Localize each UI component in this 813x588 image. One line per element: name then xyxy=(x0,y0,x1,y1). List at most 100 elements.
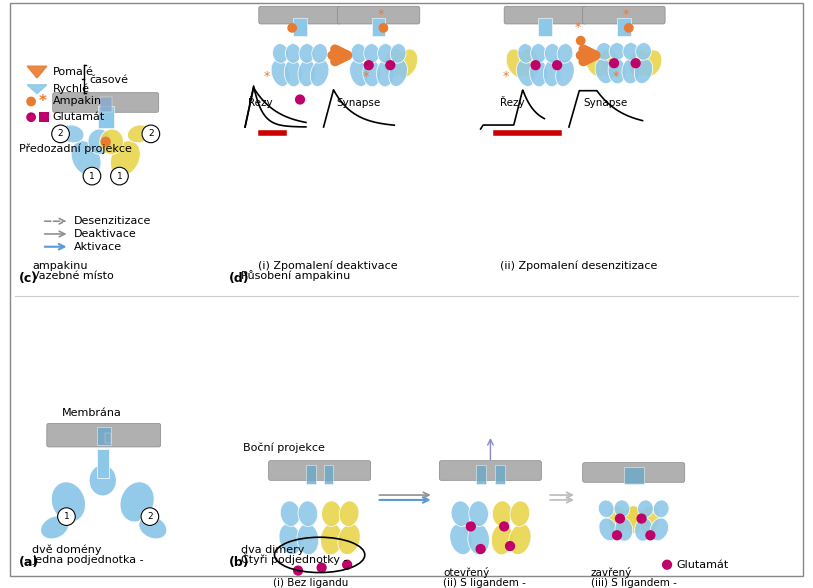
Ellipse shape xyxy=(654,500,669,517)
Ellipse shape xyxy=(128,125,150,143)
Text: 2: 2 xyxy=(147,512,153,521)
FancyBboxPatch shape xyxy=(337,6,420,24)
Bar xyxy=(97,427,111,445)
Circle shape xyxy=(646,531,654,540)
Ellipse shape xyxy=(51,482,85,522)
Ellipse shape xyxy=(298,59,315,87)
Ellipse shape xyxy=(311,59,329,86)
Circle shape xyxy=(142,125,159,143)
Ellipse shape xyxy=(322,501,341,526)
Ellipse shape xyxy=(139,516,167,539)
Ellipse shape xyxy=(61,125,84,143)
Ellipse shape xyxy=(451,501,471,526)
FancyBboxPatch shape xyxy=(268,460,371,480)
Text: Rychlé: Rychlé xyxy=(53,83,89,94)
Polygon shape xyxy=(27,66,47,78)
Ellipse shape xyxy=(469,501,489,526)
Circle shape xyxy=(141,508,159,526)
Circle shape xyxy=(111,167,128,185)
Circle shape xyxy=(610,59,619,68)
Circle shape xyxy=(380,24,388,32)
Ellipse shape xyxy=(271,59,289,86)
Text: *: * xyxy=(263,70,270,83)
Ellipse shape xyxy=(311,44,328,63)
Ellipse shape xyxy=(298,501,318,526)
Ellipse shape xyxy=(320,523,342,555)
Text: 1: 1 xyxy=(63,512,69,521)
Text: (ii) Zpomalení desenzitizace: (ii) Zpomalení desenzitizace xyxy=(500,261,658,271)
Ellipse shape xyxy=(595,59,614,83)
Ellipse shape xyxy=(397,49,418,78)
Ellipse shape xyxy=(615,517,633,541)
Circle shape xyxy=(476,544,485,553)
Text: (ii) S ligandem -: (ii) S ligandem - xyxy=(443,579,526,588)
Text: 1: 1 xyxy=(116,172,122,181)
Circle shape xyxy=(576,36,585,45)
Bar xyxy=(538,18,552,36)
Text: Čtyři podjednotky -: Čtyři podjednotky - xyxy=(241,553,348,564)
Ellipse shape xyxy=(608,58,626,84)
Ellipse shape xyxy=(650,518,668,541)
Ellipse shape xyxy=(390,44,406,63)
Text: (d): (d) xyxy=(228,272,249,285)
Ellipse shape xyxy=(351,44,367,63)
Circle shape xyxy=(615,514,624,523)
Text: dvě domény: dvě domény xyxy=(32,544,102,555)
Ellipse shape xyxy=(506,49,528,78)
Ellipse shape xyxy=(385,49,404,78)
Ellipse shape xyxy=(609,42,625,61)
Ellipse shape xyxy=(285,59,302,87)
Ellipse shape xyxy=(450,524,472,554)
Circle shape xyxy=(83,167,101,185)
Ellipse shape xyxy=(628,49,649,77)
Text: *: * xyxy=(503,70,509,83)
Text: 2: 2 xyxy=(58,129,63,138)
Text: (i) Zpomalení deaktivace: (i) Zpomalení deaktivace xyxy=(258,261,398,271)
FancyBboxPatch shape xyxy=(259,6,341,24)
Ellipse shape xyxy=(614,500,630,517)
Text: Glutamát: Glutamát xyxy=(676,560,728,570)
Bar xyxy=(100,96,111,112)
Ellipse shape xyxy=(272,44,289,63)
Text: 1: 1 xyxy=(89,172,95,181)
Ellipse shape xyxy=(623,42,638,61)
FancyBboxPatch shape xyxy=(10,4,803,576)
Text: Boční projekce: Boční projekce xyxy=(243,442,325,453)
Text: Vazebné místo: Vazebné místo xyxy=(32,271,114,281)
Ellipse shape xyxy=(545,44,560,64)
Ellipse shape xyxy=(531,44,546,64)
FancyBboxPatch shape xyxy=(439,460,541,480)
Ellipse shape xyxy=(350,59,368,86)
Ellipse shape xyxy=(493,501,512,526)
Ellipse shape xyxy=(363,59,380,87)
Text: zavřený: zavřený xyxy=(590,567,632,579)
Text: *: * xyxy=(613,70,620,83)
Circle shape xyxy=(386,61,395,69)
Ellipse shape xyxy=(100,129,124,155)
Ellipse shape xyxy=(89,465,116,496)
Bar xyxy=(372,18,385,36)
Ellipse shape xyxy=(285,44,301,64)
Ellipse shape xyxy=(280,501,300,526)
Circle shape xyxy=(27,113,35,121)
Ellipse shape xyxy=(624,506,644,533)
Bar xyxy=(624,466,644,485)
Ellipse shape xyxy=(279,524,302,554)
Ellipse shape xyxy=(338,524,360,554)
Polygon shape xyxy=(27,85,47,93)
Ellipse shape xyxy=(377,44,393,64)
Circle shape xyxy=(102,138,110,146)
Bar xyxy=(495,465,505,485)
Ellipse shape xyxy=(636,42,651,60)
Ellipse shape xyxy=(363,44,380,64)
Circle shape xyxy=(296,95,304,104)
FancyBboxPatch shape xyxy=(53,93,159,112)
Bar xyxy=(476,465,485,485)
Bar xyxy=(617,18,631,36)
Bar xyxy=(39,112,49,122)
Ellipse shape xyxy=(491,523,513,555)
Ellipse shape xyxy=(41,516,69,539)
Ellipse shape xyxy=(299,44,315,64)
Text: 2: 2 xyxy=(148,129,154,138)
Ellipse shape xyxy=(635,517,652,541)
